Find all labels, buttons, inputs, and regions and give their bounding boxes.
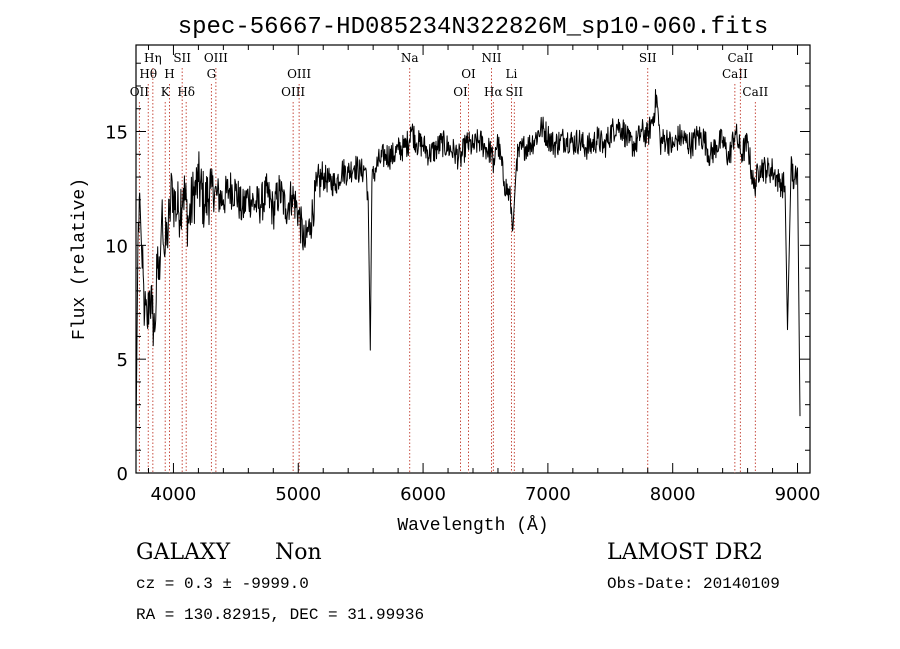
line-marker-label: OI xyxy=(461,67,476,81)
coordinates-text: RA = 130.82915, DEC = 31.99936 xyxy=(136,606,424,624)
object-subclass-label: Non xyxy=(275,540,322,565)
line-marker-label: OII xyxy=(130,85,150,99)
x-tick-label: 5000 xyxy=(275,484,321,505)
x-axis-label: Wavelength (Å) xyxy=(397,515,548,536)
y-tick-label: 5 xyxy=(117,350,128,371)
line-markers: OII Hθ Hη KH SII Hδ G OIII OIII OIII Na OI OI NII HαLi… xyxy=(130,51,768,473)
line-marker-label: CaII xyxy=(727,51,753,65)
chart-title: spec-56667-HD085234N322826M_sp10-060.fit… xyxy=(178,14,769,41)
line-marker-label: Na xyxy=(401,51,419,65)
line-marker-label: G xyxy=(207,67,217,81)
x-tick-label: 7000 xyxy=(525,484,571,505)
obs-date-text: Obs-Date: 20140109 xyxy=(607,575,780,593)
line-marker-label: SII xyxy=(639,51,657,65)
line-marker-label: K xyxy=(161,85,171,99)
line-marker-label: NII xyxy=(481,51,501,65)
y-tick-label: 0 xyxy=(117,464,128,485)
line-marker-label: Li xyxy=(506,67,518,81)
line-marker-label: CaII xyxy=(722,67,748,81)
line-marker-label: H xyxy=(164,67,174,81)
survey-label: LAMOST DR2 xyxy=(607,540,763,565)
spectrum-line xyxy=(135,89,801,439)
line-marker-label: OIII xyxy=(204,51,228,65)
plot-frame xyxy=(135,44,811,474)
x-tick-label: 9000 xyxy=(775,484,821,505)
x-tick-label: 4000 xyxy=(151,484,197,505)
line-marker-label: CaII xyxy=(742,85,768,99)
line-marker-label: SII xyxy=(505,85,523,99)
line-marker-label: OIII xyxy=(287,67,311,81)
x-tick-label: 8000 xyxy=(650,484,696,505)
line-marker-label: Hα xyxy=(484,85,503,99)
line-marker-label: Hδ xyxy=(177,85,195,99)
spectrum-series xyxy=(135,89,801,439)
redshift-text: cz = 0.3 ± -9999.0 xyxy=(136,575,309,593)
line-marker-label: Hη xyxy=(144,51,162,65)
object-class-label: GALAXY xyxy=(136,540,231,565)
y-axis-ticks: 0 5 10 15 xyxy=(105,62,810,485)
x-axis-ticks: 4000 5000 6000 7000 8000 9000 xyxy=(147,45,821,505)
y-tick-label: 10 xyxy=(105,236,128,257)
line-marker-label: Hθ xyxy=(139,67,157,81)
x-tick-label: 6000 xyxy=(400,484,446,505)
line-marker-label: SII xyxy=(173,51,191,65)
line-marker-label: OIII xyxy=(281,85,305,99)
y-tick-label: 15 xyxy=(105,123,128,144)
y-axis-label: Flux (relative) xyxy=(70,178,90,340)
line-marker-label: OI xyxy=(453,85,468,99)
